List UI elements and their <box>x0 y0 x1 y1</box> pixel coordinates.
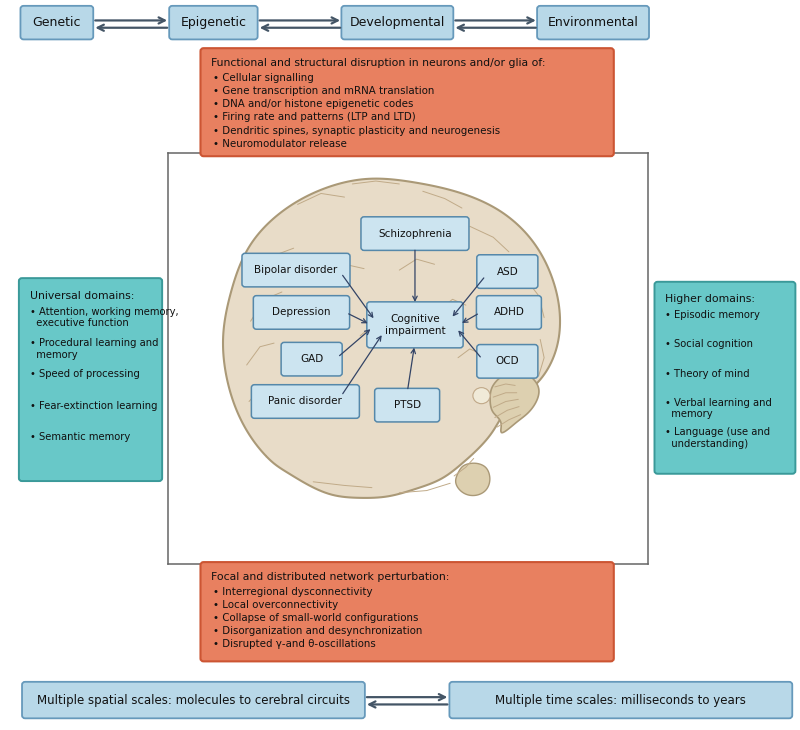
FancyBboxPatch shape <box>361 217 469 250</box>
PathPatch shape <box>223 179 560 498</box>
Text: • Speed of processing: • Speed of processing <box>30 369 140 380</box>
FancyBboxPatch shape <box>450 682 792 718</box>
Text: • Attention, working memory,
  executive function: • Attention, working memory, executive f… <box>30 307 178 328</box>
Text: • Procedural learning and
  memory: • Procedural learning and memory <box>30 338 158 360</box>
FancyBboxPatch shape <box>537 6 649 39</box>
Text: ASD: ASD <box>497 266 518 277</box>
Text: Panic disorder: Panic disorder <box>269 396 342 407</box>
Text: • Collapse of small-world configurations: • Collapse of small-world configurations <box>213 613 418 623</box>
Text: • DNA and/or histone epigenetic codes: • DNA and/or histone epigenetic codes <box>213 99 414 109</box>
FancyBboxPatch shape <box>477 255 538 288</box>
Text: • Disorganization and desynchronization: • Disorganization and desynchronization <box>213 626 422 637</box>
Text: Genetic: Genetic <box>33 16 81 29</box>
Text: Epigenetic: Epigenetic <box>181 16 246 29</box>
FancyBboxPatch shape <box>251 385 359 418</box>
FancyBboxPatch shape <box>374 388 440 422</box>
Text: • Neuromodulator release: • Neuromodulator release <box>213 139 347 149</box>
Text: • Interregional dysconnectivity: • Interregional dysconnectivity <box>213 587 373 597</box>
Text: Environmental: Environmental <box>548 16 638 29</box>
PathPatch shape <box>490 372 539 433</box>
Text: • Dendritic spines, synaptic plasticity and neurogenesis: • Dendritic spines, synaptic plasticity … <box>213 126 500 136</box>
Text: Developmental: Developmental <box>350 16 445 29</box>
FancyBboxPatch shape <box>367 302 463 347</box>
Text: Focal and distributed network perturbation:: Focal and distributed network perturbati… <box>211 572 450 583</box>
Text: Depression: Depression <box>272 307 330 318</box>
FancyBboxPatch shape <box>242 253 350 287</box>
Text: • Cellular signalling: • Cellular signalling <box>213 73 314 83</box>
FancyBboxPatch shape <box>21 6 94 39</box>
Text: • Language (use and
  understanding): • Language (use and understanding) <box>666 427 770 449</box>
FancyBboxPatch shape <box>201 48 614 156</box>
Text: Cognitive
impairment: Cognitive impairment <box>385 314 446 336</box>
FancyBboxPatch shape <box>22 682 365 718</box>
Text: OCD: OCD <box>495 356 519 366</box>
Text: • Firing rate and patterns (LTP and LTD): • Firing rate and patterns (LTP and LTD) <box>213 112 416 123</box>
Text: • Episodic memory: • Episodic memory <box>666 310 760 320</box>
Text: • Verbal learning and
  memory: • Verbal learning and memory <box>666 398 772 420</box>
Text: Bipolar disorder: Bipolar disorder <box>254 265 338 275</box>
Text: Universal domains:: Universal domains: <box>30 291 134 301</box>
Text: • Theory of mind: • Theory of mind <box>666 369 750 379</box>
Text: Schizophrenia: Schizophrenia <box>378 228 452 239</box>
Text: • Local overconnectivity: • Local overconnectivity <box>213 600 338 610</box>
FancyBboxPatch shape <box>169 6 258 39</box>
FancyBboxPatch shape <box>654 282 795 474</box>
FancyBboxPatch shape <box>477 345 538 378</box>
FancyBboxPatch shape <box>477 296 542 329</box>
Ellipse shape <box>473 388 490 404</box>
Text: GAD: GAD <box>300 354 323 364</box>
Text: • Disrupted γ-and θ-oscillations: • Disrupted γ-and θ-oscillations <box>213 639 376 650</box>
Text: Multiple spatial scales: molecules to cerebral circuits: Multiple spatial scales: molecules to ce… <box>37 694 350 707</box>
FancyBboxPatch shape <box>254 296 350 329</box>
PathPatch shape <box>456 464 490 496</box>
Text: • Social cognition: • Social cognition <box>666 339 754 350</box>
Text: PTSD: PTSD <box>394 400 421 410</box>
FancyBboxPatch shape <box>201 562 614 661</box>
Text: Higher domains:: Higher domains: <box>666 294 755 304</box>
Text: • Fear-extinction learning: • Fear-extinction learning <box>30 401 158 411</box>
Text: Functional and structural disruption in neurons and/or glia of:: Functional and structural disruption in … <box>211 58 546 69</box>
Text: • Semantic memory: • Semantic memory <box>30 432 130 442</box>
Text: Multiple time scales: milliseconds to years: Multiple time scales: milliseconds to ye… <box>495 694 746 707</box>
Text: ADHD: ADHD <box>494 307 524 318</box>
FancyBboxPatch shape <box>281 342 342 376</box>
Text: • Gene transcription and mRNA translation: • Gene transcription and mRNA translatio… <box>213 86 434 96</box>
FancyBboxPatch shape <box>19 278 162 481</box>
FancyBboxPatch shape <box>342 6 454 39</box>
